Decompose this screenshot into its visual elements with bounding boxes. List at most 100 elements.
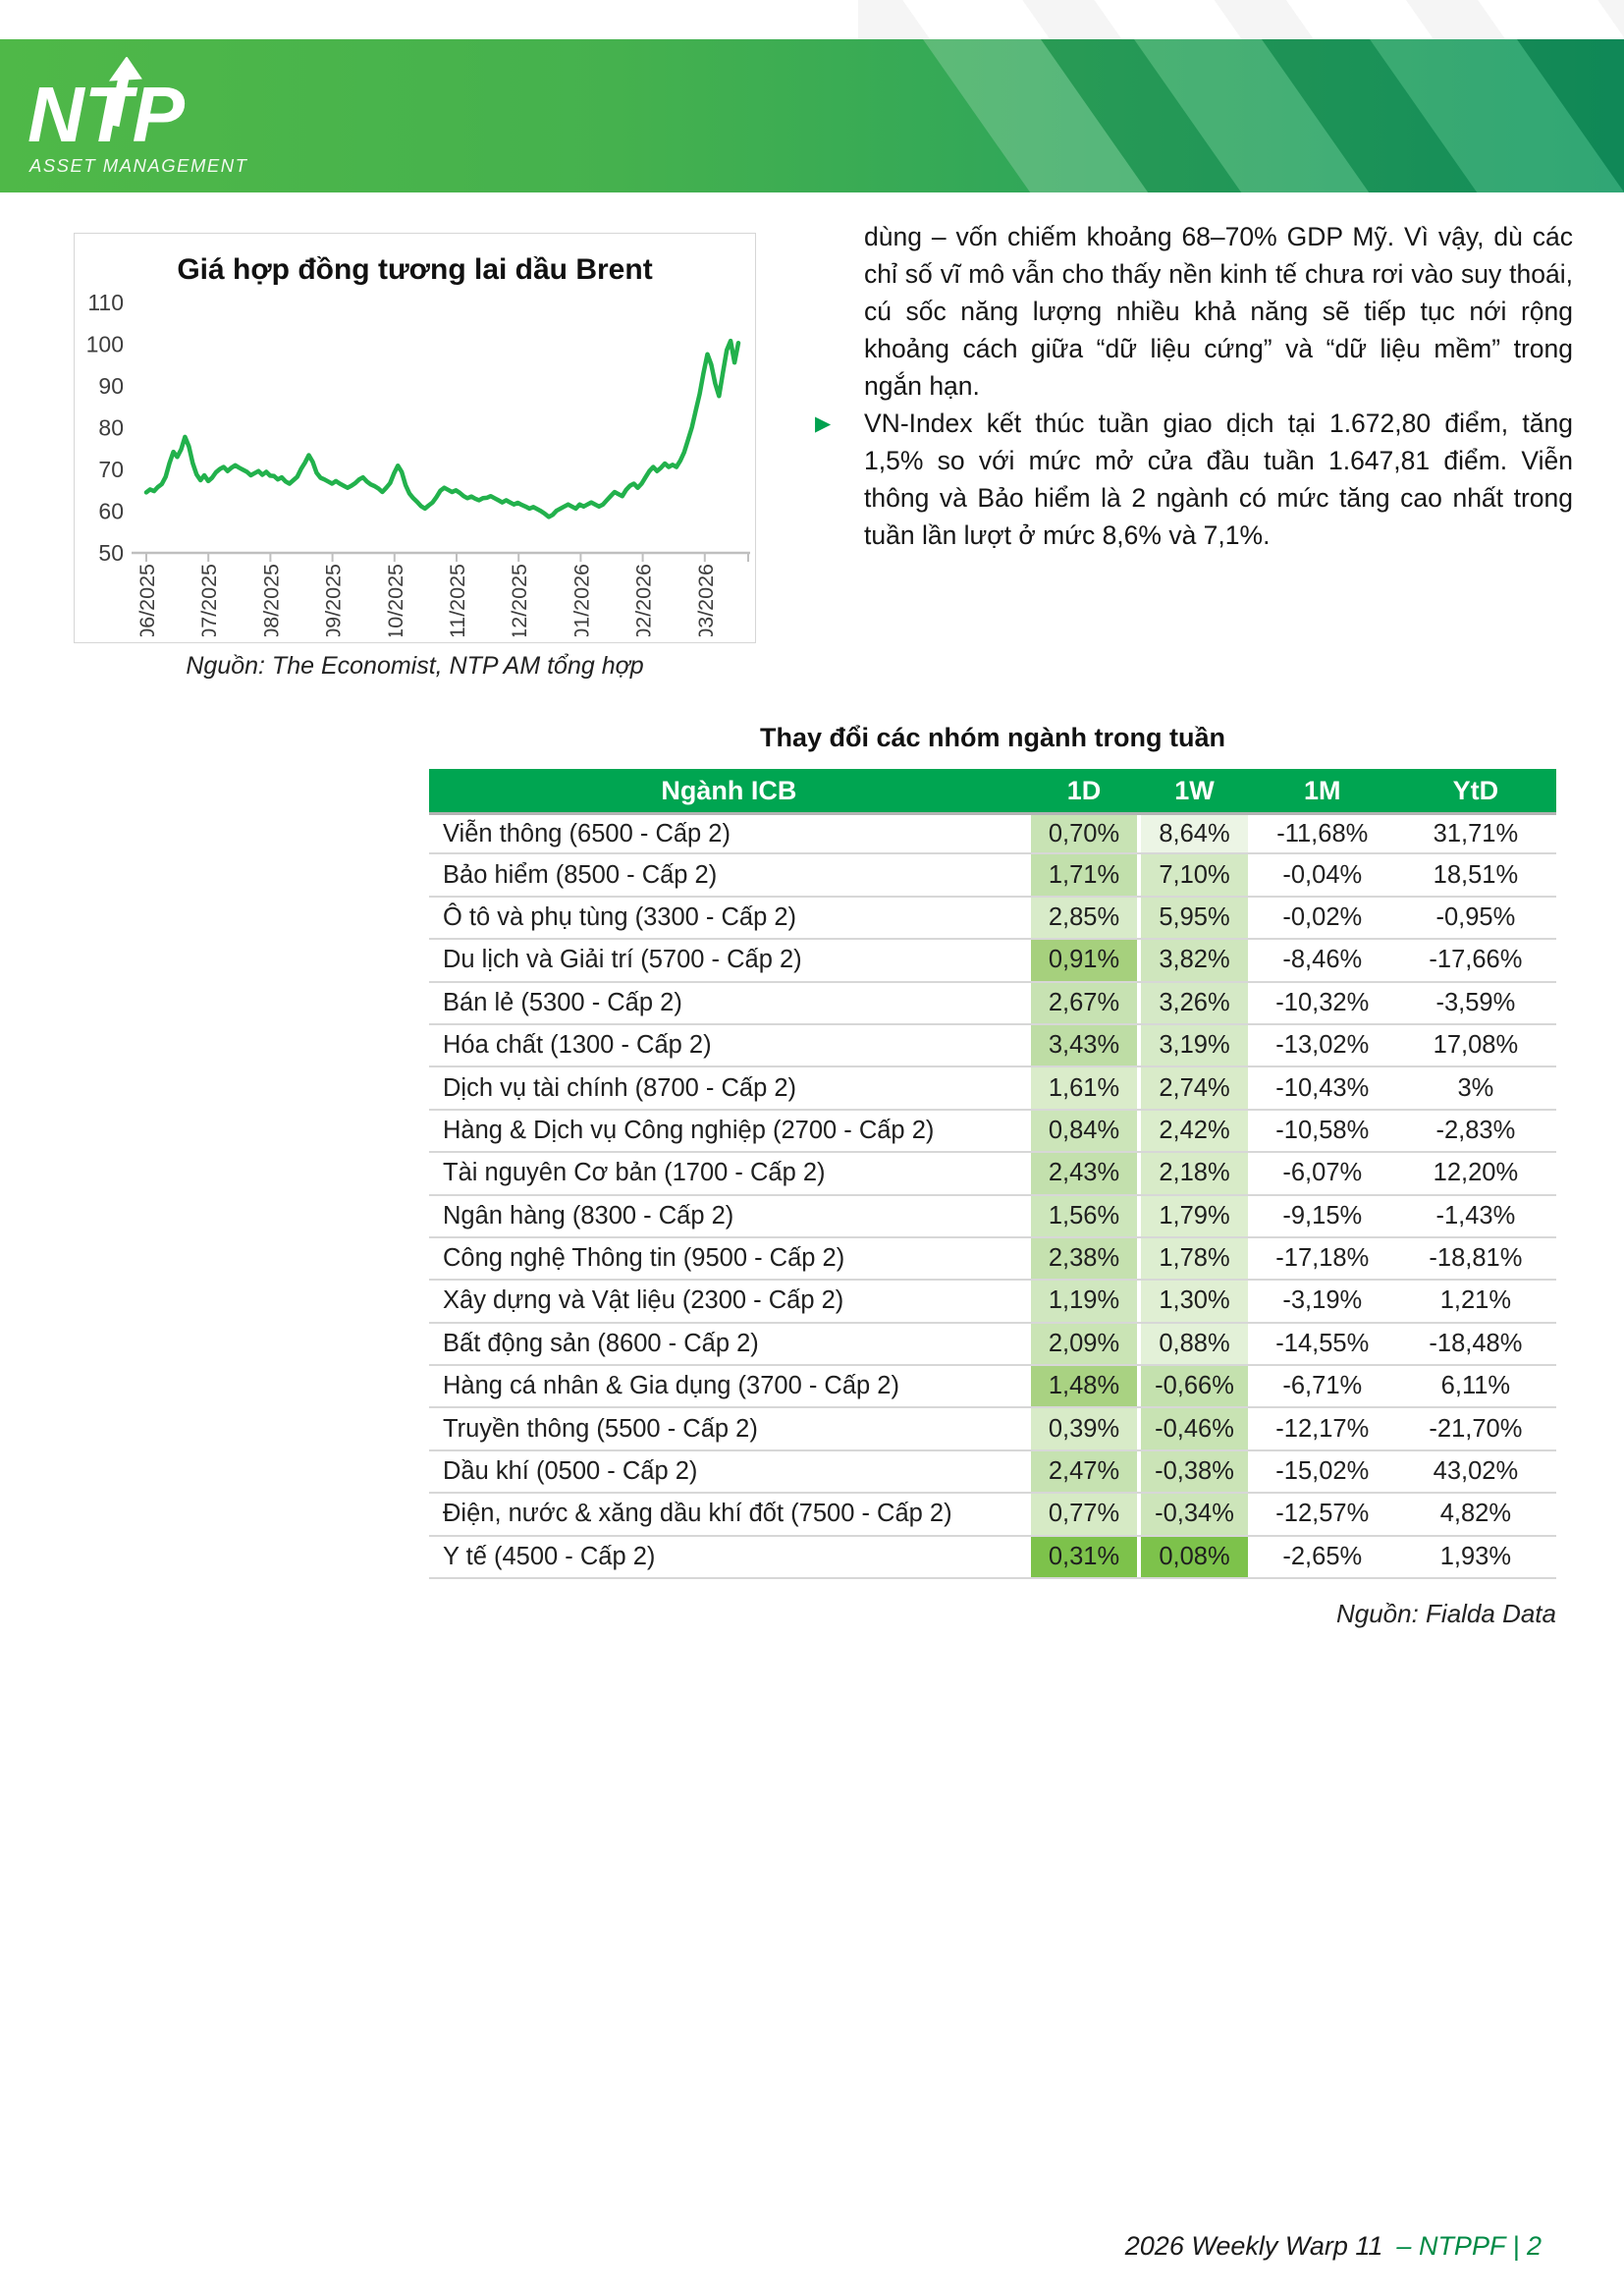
cell-1w: -0,34% (1139, 1494, 1250, 1535)
cell-ytd: 1,93% (1439, 1542, 1512, 1570)
cell-1d: 0,84% (1028, 1110, 1140, 1152)
table-row: Truyền thông (5500 - Cấp 2) 0,39% -0,46% -1… (429, 1408, 1556, 1451)
cell-1d: 0,39% (1028, 1408, 1140, 1449)
column-header-1m: 1M (1304, 775, 1341, 805)
x-axis-tick-label: 01/2026 (569, 564, 593, 636)
table-row: Ô tô và phụ tùng (3300 - Cấp 2) 2,85% 5,95… (429, 897, 1556, 941)
cell-1m: -2,65% (1282, 1542, 1363, 1570)
y-axis-tick-label: 60 (98, 499, 124, 524)
cell-1d: 1,48% (1028, 1366, 1140, 1407)
logo-tagline-text: ASSET MANAGEMENT (28, 155, 248, 176)
cell-ytd: 18,51% (1433, 860, 1519, 889)
ntp-logo: NTP ASSET MANAGEMENT (27, 57, 248, 176)
y-axis-tick-label: 100 (86, 332, 124, 357)
column-header-nganh-icb: Ngành ICB (661, 775, 797, 805)
logo-arrow-icon (108, 57, 142, 128)
sector-table-body: Viễn thông (6500 - Cấp 2) 0,70% 8,64% -11,6… (429, 812, 1556, 1580)
table-row: Ngân hàng (8300 - Cấp 2) 1,56% 1,79% -9,15%… (429, 1195, 1556, 1238)
cell-ytd: -18,81% (1429, 1244, 1523, 1273)
cell-1w: 1,79% (1139, 1195, 1250, 1236)
cell-1d: 0,91% (1028, 940, 1140, 981)
top-decor-stripes (858, 0, 1624, 39)
cell-ytd: -3,59% (1435, 988, 1516, 1016)
y-axis-tick-label: 80 (98, 415, 124, 441)
cell-1m: -12,17% (1275, 1414, 1370, 1443)
cell-1d: 2,43% (1028, 1153, 1140, 1194)
cell-1m: -15,02% (1275, 1457, 1370, 1486)
cell-ytd: 4,82% (1439, 1500, 1512, 1528)
cell-ytd: 6,11% (1440, 1372, 1511, 1400)
table-row: Bảo hiểm (8500 - Cấp 2) 1,71% 7,10% -0,04% 1… (429, 854, 1556, 898)
table-row: Du lịch và Giải trí (5700 - Cấp 2) 0,91% 3… (429, 940, 1556, 983)
cell-1w: 5,95% (1139, 897, 1250, 939)
cell-sector-name: Xây dựng và Vật liệu (2300 - Cấp 2) (443, 1286, 844, 1315)
header-banner (0, 39, 1624, 192)
cell-ytd: -21,70% (1429, 1414, 1523, 1443)
cell-1m: -3,19% (1282, 1286, 1363, 1315)
table-row: Bất động sản (8600 - Cấp 2) 2,09% 0,88% -14… (429, 1323, 1556, 1367)
cell-1d: 2,85% (1028, 897, 1140, 939)
x-axis-tick-label: 03/2026 (694, 564, 718, 636)
sector-table-header-row: Ngành ICB 1D 1W 1M YtD (429, 769, 1556, 812)
cell-1d: 2,38% (1028, 1237, 1140, 1280)
cell-1m: -8,46% (1282, 946, 1363, 974)
cell-1w: 7,10% (1139, 854, 1250, 896)
cell-1w: 0,88% (1139, 1323, 1250, 1365)
y-axis-tick-label: 50 (98, 540, 124, 566)
y-axis-tick-label: 90 (98, 373, 124, 399)
x-axis-tick-label: 08/2025 (259, 564, 283, 636)
table-row: Dầu khí (0500 - Cấp 2) 2,47% -0,38% -15,02%… (429, 1450, 1556, 1495)
cell-1d: 0,77% (1028, 1494, 1140, 1535)
table-row: Hàng cá nhân & Gia dụng (3700 - Cấp 2) 1,… (429, 1366, 1556, 1409)
cell-1m: -12,57% (1275, 1500, 1370, 1528)
cell-ytd: 1,21% (1439, 1286, 1512, 1315)
cell-sector-name: Ô tô và phụ tùng (3300 - Cấp 2) (443, 902, 797, 931)
cell-sector-name: Dịch vụ tài chính (8700 - Cấp 2) (443, 1073, 797, 1102)
table-row: Hóa chất (1300 - Cấp 2) 3,43% 3,19% -13,02%… (429, 1024, 1556, 1068)
bullet-triangle-icon: ▶ (815, 412, 832, 435)
cell-sector-name: Dầu khí (0500 - Cấp 2) (443, 1457, 698, 1486)
x-axis-tick-label: 06/2025 (135, 564, 159, 636)
cell-sector-name: Điện, nước & xăng dầu khí đốt (7500 - Cấ… (443, 1500, 952, 1528)
cell-1d: 1,71% (1028, 854, 1140, 896)
cell-sector-name: Hàng cá nhân & Gia dụng (3700 - Cấp 2) (443, 1372, 899, 1400)
cell-1w: 2,42% (1139, 1110, 1250, 1152)
commentary-bullet-item: ▶ VN-Index kết thúc tuần giao dịch tại 1… (815, 405, 1573, 554)
cell-sector-name: Công nghệ Thông tin (9500 - Cấp 2) (443, 1244, 845, 1273)
cell-1m: -14,55% (1275, 1329, 1370, 1357)
cell-1w: 8,64% (1139, 815, 1250, 853)
table-row: Công nghệ Thông tin (9500 - Cấp 2) 2,38% 1… (429, 1237, 1556, 1282)
column-header-1w: 1W (1174, 775, 1215, 805)
cell-1d: 1,61% (1028, 1067, 1140, 1109)
cell-1m: -17,18% (1275, 1244, 1370, 1273)
cell-1m: -10,32% (1275, 988, 1370, 1016)
table-row: Viễn thông (6500 - Cấp 2) 0,70% 8,64% -11,6… (429, 812, 1556, 855)
cell-sector-name: Du lịch và Giải trí (5700 - Cấp 2) (443, 946, 802, 974)
table-row: Tài nguyên Cơ bản (1700 - Cấp 2) 2,43% 2,1… (429, 1153, 1556, 1196)
cell-1d: 2,47% (1028, 1450, 1140, 1493)
commentary-paragraph: dùng – vốn chiếm khoảng 68–70% GDP Mỹ. V… (864, 222, 1573, 401)
x-axis-tick-label: 10/2025 (384, 564, 407, 636)
x-axis-tick-label: 12/2025 (508, 564, 531, 636)
cell-sector-name: Hóa chất (1300 - Cấp 2) (443, 1031, 712, 1060)
cell-ytd: -18,48% (1429, 1329, 1523, 1357)
cell-sector-name: Ngân hàng (8300 - Cấp 2) (443, 1201, 734, 1230)
cell-1d: 1,56% (1028, 1195, 1140, 1236)
table-source-caption: Nguồn: Fialda Data (1335, 1599, 1556, 1628)
cell-1w: -0,66% (1139, 1366, 1250, 1407)
page-footer: 2026 Weekly Warp 11 – NTPPF | 2 (1125, 2231, 1542, 2262)
cell-sector-name: Viễn thông (6500 - Cấp 2) (443, 819, 731, 847)
x-axis-tick-label: 11/2025 (446, 564, 469, 636)
cell-sector-name: Truyền thông (5500 - Cấp 2) (443, 1414, 758, 1443)
cell-ytd: 43,02% (1433, 1457, 1519, 1486)
cell-ytd: 3% (1457, 1073, 1494, 1102)
cell-1m: -6,71% (1282, 1372, 1363, 1400)
cell-ytd: 17,08% (1433, 1031, 1519, 1060)
cell-1w: 2,18% (1139, 1153, 1250, 1194)
cell-1w: 3,19% (1139, 1024, 1250, 1066)
cell-1w: 3,82% (1139, 940, 1250, 981)
cell-1w: 0,08% (1139, 1536, 1250, 1578)
cell-1w: 3,26% (1139, 982, 1250, 1023)
column-header-ytd: YtD (1452, 775, 1499, 805)
sector-table: Ngành ICB 1D 1W 1M YtD Viễn thông (6500 - Cấ… (429, 769, 1556, 1580)
